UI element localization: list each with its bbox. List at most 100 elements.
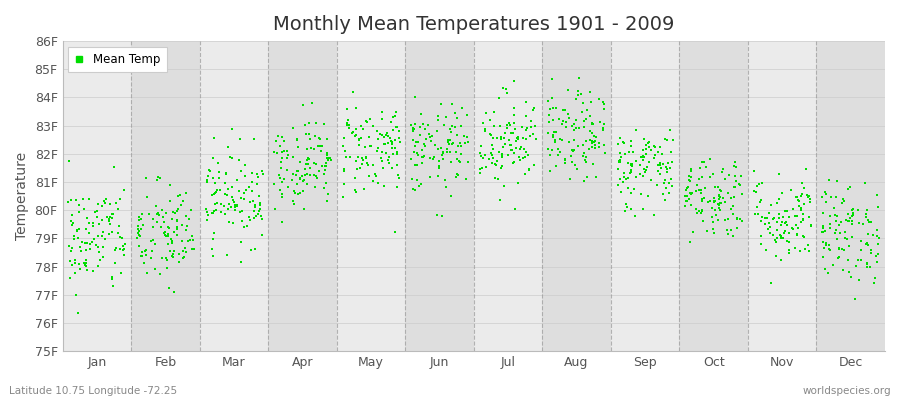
Point [72,261,86,267]
Point [758,220,772,227]
Point [824,247,838,253]
Point [208,180,222,186]
Point [804,222,818,228]
Point [301,146,315,152]
Point [644,177,659,183]
Point [164,236,178,242]
Point [461,138,475,145]
Point [232,156,247,163]
Point [69,292,84,298]
Point [276,176,291,182]
Point [158,233,173,239]
Point [797,234,812,240]
Point [644,147,659,154]
Point [416,154,430,160]
Point [796,211,811,218]
Point [460,134,474,140]
Point [520,152,535,158]
Point [295,188,310,194]
Point [392,174,407,181]
Point [227,199,241,205]
Point [454,159,468,165]
Point [838,229,852,236]
Point [700,199,715,206]
Point [280,155,294,161]
Point [653,144,668,150]
Point [545,132,560,138]
Point [822,176,836,183]
Point [505,147,519,154]
Point [205,253,220,259]
Point [390,150,404,157]
Point [76,196,90,202]
Point [513,157,527,163]
Point [473,143,488,149]
Point [78,246,93,253]
Point [418,143,432,150]
Point [562,138,577,145]
Point [503,142,517,149]
Point [166,250,181,257]
Point [449,114,464,121]
Point [616,139,630,145]
Text: worldspecies.org: worldspecies.org [803,386,891,396]
Point [626,185,641,192]
Point [370,148,384,154]
Point [456,133,471,140]
Point [661,160,675,166]
Point [762,220,777,226]
Point [694,190,708,196]
Point [99,196,113,202]
Point [651,162,665,168]
Point [522,167,536,174]
Point [434,144,448,151]
Point [629,127,643,133]
Point [315,163,329,170]
Point [145,248,159,254]
Point [730,225,744,231]
Point [351,154,365,160]
Point [439,149,454,155]
Point [441,141,455,148]
Point [405,176,419,182]
Point [577,150,591,156]
Point [415,153,429,160]
Point [296,177,310,183]
Point [691,208,706,214]
Point [303,145,318,152]
Point [410,139,425,145]
Point [348,158,363,164]
Point [620,204,634,210]
Point [618,201,633,207]
Point [726,163,741,170]
Point [640,164,654,170]
Point [96,229,111,236]
Point [419,136,434,142]
Point [392,135,406,142]
Point [407,125,421,132]
Point [274,164,288,171]
Point [579,154,593,160]
Point [487,123,501,129]
Point [580,174,594,180]
Point [837,198,851,205]
Point [716,169,730,176]
Point [431,173,446,180]
Point [386,150,400,157]
Point [860,240,874,247]
Point [473,153,488,160]
Point [140,270,154,276]
Point [460,112,474,118]
Point [486,135,500,141]
Point [204,192,219,199]
Point [725,233,740,239]
Point [298,166,312,172]
Point [553,148,567,155]
Point [147,216,161,222]
Point [225,194,239,200]
Point [385,144,400,151]
Point [730,215,744,221]
Point [642,138,656,145]
Point [579,138,593,144]
Point [495,163,509,169]
